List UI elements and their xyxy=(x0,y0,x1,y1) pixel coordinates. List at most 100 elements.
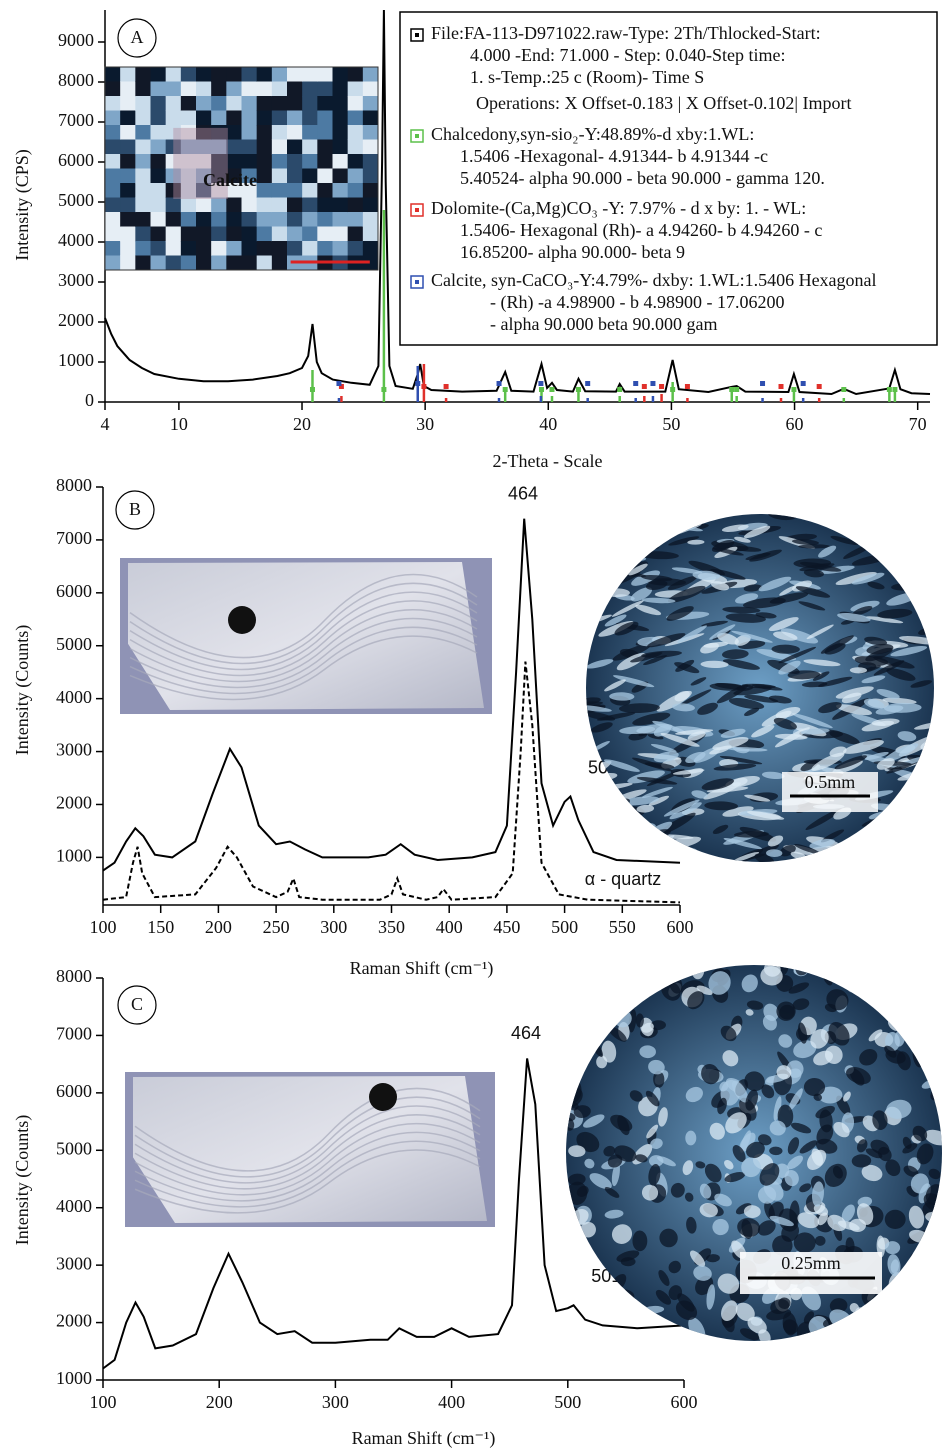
texture-spot xyxy=(803,659,841,667)
grain xyxy=(135,125,151,140)
micrograph-inset xyxy=(104,66,379,271)
y-tick-label: 1000 xyxy=(56,1368,92,1388)
texture-spot xyxy=(586,809,606,819)
texture-spot xyxy=(749,549,782,562)
texture-spot xyxy=(720,1025,737,1042)
grain xyxy=(165,212,182,227)
grain xyxy=(287,183,303,198)
grain xyxy=(241,212,258,227)
texture-spot xyxy=(791,713,833,729)
legend-marker-dot xyxy=(415,134,419,138)
texture-spot xyxy=(824,643,846,655)
texture-spot xyxy=(645,1090,660,1107)
texture-spot xyxy=(726,747,768,752)
texture-spot xyxy=(779,585,797,596)
grain xyxy=(302,183,318,198)
grain xyxy=(150,67,167,82)
x-tick-label: 4 xyxy=(101,414,110,434)
texture-spot xyxy=(639,1045,656,1059)
grain xyxy=(105,67,121,82)
grain xyxy=(317,168,333,184)
grain xyxy=(332,183,349,198)
agate-band xyxy=(129,573,478,659)
texture-spot xyxy=(861,675,886,684)
texture-spot xyxy=(778,646,817,664)
grain xyxy=(165,81,182,97)
texture-spot xyxy=(793,1232,816,1253)
texture-spot xyxy=(918,586,934,596)
texture-spot xyxy=(598,1002,618,1021)
texture-spot xyxy=(684,1192,694,1202)
grain xyxy=(332,139,349,155)
y-tick-label: 5000 xyxy=(56,634,92,654)
texture-spot xyxy=(906,849,932,858)
grain xyxy=(165,183,182,198)
texture-spot xyxy=(876,1235,886,1258)
texture-spot xyxy=(631,544,659,550)
texture-spot xyxy=(689,1250,706,1267)
phase-marker xyxy=(617,387,623,392)
texture-spot xyxy=(744,707,760,717)
grain xyxy=(256,139,273,155)
legend-detail: - (Rh) -a 4.98900 - b 4.98900 - 17.06200 xyxy=(490,292,784,313)
grain xyxy=(271,212,288,227)
texture-spot xyxy=(778,1297,791,1309)
texture-spot xyxy=(717,1097,727,1115)
y-tick-label: 7000 xyxy=(56,1024,92,1044)
grain xyxy=(256,168,273,184)
grain xyxy=(317,197,333,213)
texture-spot xyxy=(604,588,630,598)
grain xyxy=(317,125,333,140)
texture-spot xyxy=(696,985,713,996)
grain xyxy=(135,154,151,169)
texture-spot xyxy=(734,536,751,543)
grain xyxy=(165,125,182,140)
texture-spot xyxy=(911,577,934,591)
texture-spot xyxy=(616,1250,640,1262)
grain xyxy=(362,81,379,97)
texture-spot xyxy=(732,1145,746,1162)
y-tick-label: 9000 xyxy=(58,30,94,50)
texture-spot xyxy=(648,1059,665,1075)
grain xyxy=(287,139,303,155)
texture-spot xyxy=(648,795,670,806)
phase-marker xyxy=(502,387,508,392)
texture-spot xyxy=(703,641,729,648)
grain xyxy=(317,183,333,198)
grain xyxy=(362,154,379,169)
texture-spot xyxy=(739,826,777,842)
grain xyxy=(180,110,197,126)
texture-spot xyxy=(787,1155,803,1170)
texture-spot xyxy=(580,1221,596,1238)
texture-spot xyxy=(641,597,676,604)
grain xyxy=(256,183,273,198)
grain xyxy=(256,197,273,213)
texture-spot xyxy=(931,1062,938,1072)
grain xyxy=(332,110,349,126)
texture-spot xyxy=(791,539,820,545)
grain xyxy=(105,96,121,111)
grain xyxy=(332,226,349,242)
agate-band xyxy=(129,626,478,695)
grain xyxy=(226,183,242,198)
legend-label: Chalcedony,syn-sio₂-Y:48.89%-d xby:1.WL: xyxy=(431,124,754,144)
grain xyxy=(211,67,227,82)
texture-spot xyxy=(781,1222,800,1242)
texture-spot xyxy=(893,1331,916,1341)
grain xyxy=(226,67,242,82)
grain xyxy=(256,226,273,242)
texture-spot xyxy=(630,532,661,542)
sample-photo xyxy=(125,1072,495,1227)
grain xyxy=(120,125,136,140)
texture-spot xyxy=(787,670,821,680)
texture-spot xyxy=(586,711,616,721)
agate-band xyxy=(129,608,478,683)
y-tick-label: 1000 xyxy=(58,350,94,370)
texture-spot xyxy=(611,1224,633,1244)
texture-spot xyxy=(826,989,849,1011)
texture-spot xyxy=(842,739,884,754)
texture-spot xyxy=(722,659,760,670)
grain xyxy=(271,241,288,256)
texture-spot xyxy=(873,655,915,669)
texture-spot xyxy=(721,524,749,532)
